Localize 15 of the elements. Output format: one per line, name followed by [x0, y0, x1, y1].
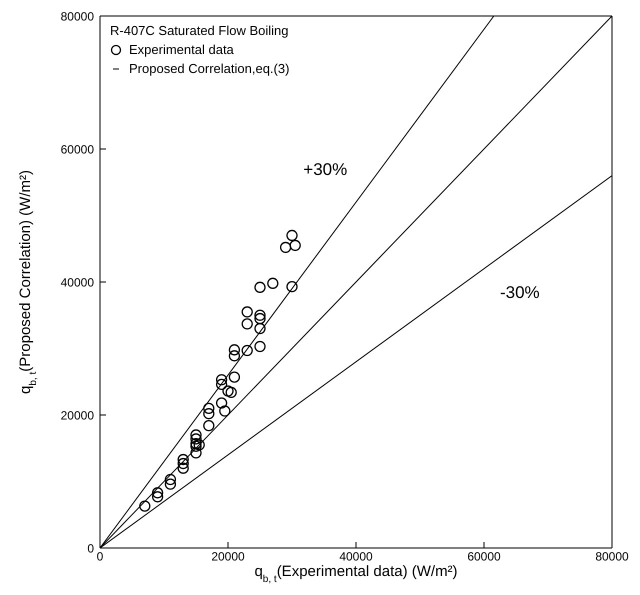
x-tick-label: 0: [96, 550, 104, 564]
y-tick-label: 60000: [60, 142, 94, 156]
annotation: -30%: [500, 282, 540, 303]
annotation: +30%: [303, 160, 348, 180]
x-tick-label: 60000: [467, 550, 502, 564]
x-tick-label: 20000: [211, 550, 246, 564]
y-tick-label: 80000: [60, 9, 94, 24]
x-tick-label: 40000: [339, 550, 374, 564]
x-tick-label: 80000: [595, 550, 630, 564]
y-tick-label: 20000: [60, 408, 94, 422]
legend-label: Proposed Correlation,eq.(3): [129, 60, 290, 78]
x-axis-title: q$_{b, t}$(Experimental data) (W/m²): [254, 563, 458, 584]
legend-label: Experimental data: [129, 41, 234, 59]
legend-title: R-407C Saturated Flow Boiling: [110, 22, 290, 40]
y-tick-label: 40000: [60, 275, 94, 290]
